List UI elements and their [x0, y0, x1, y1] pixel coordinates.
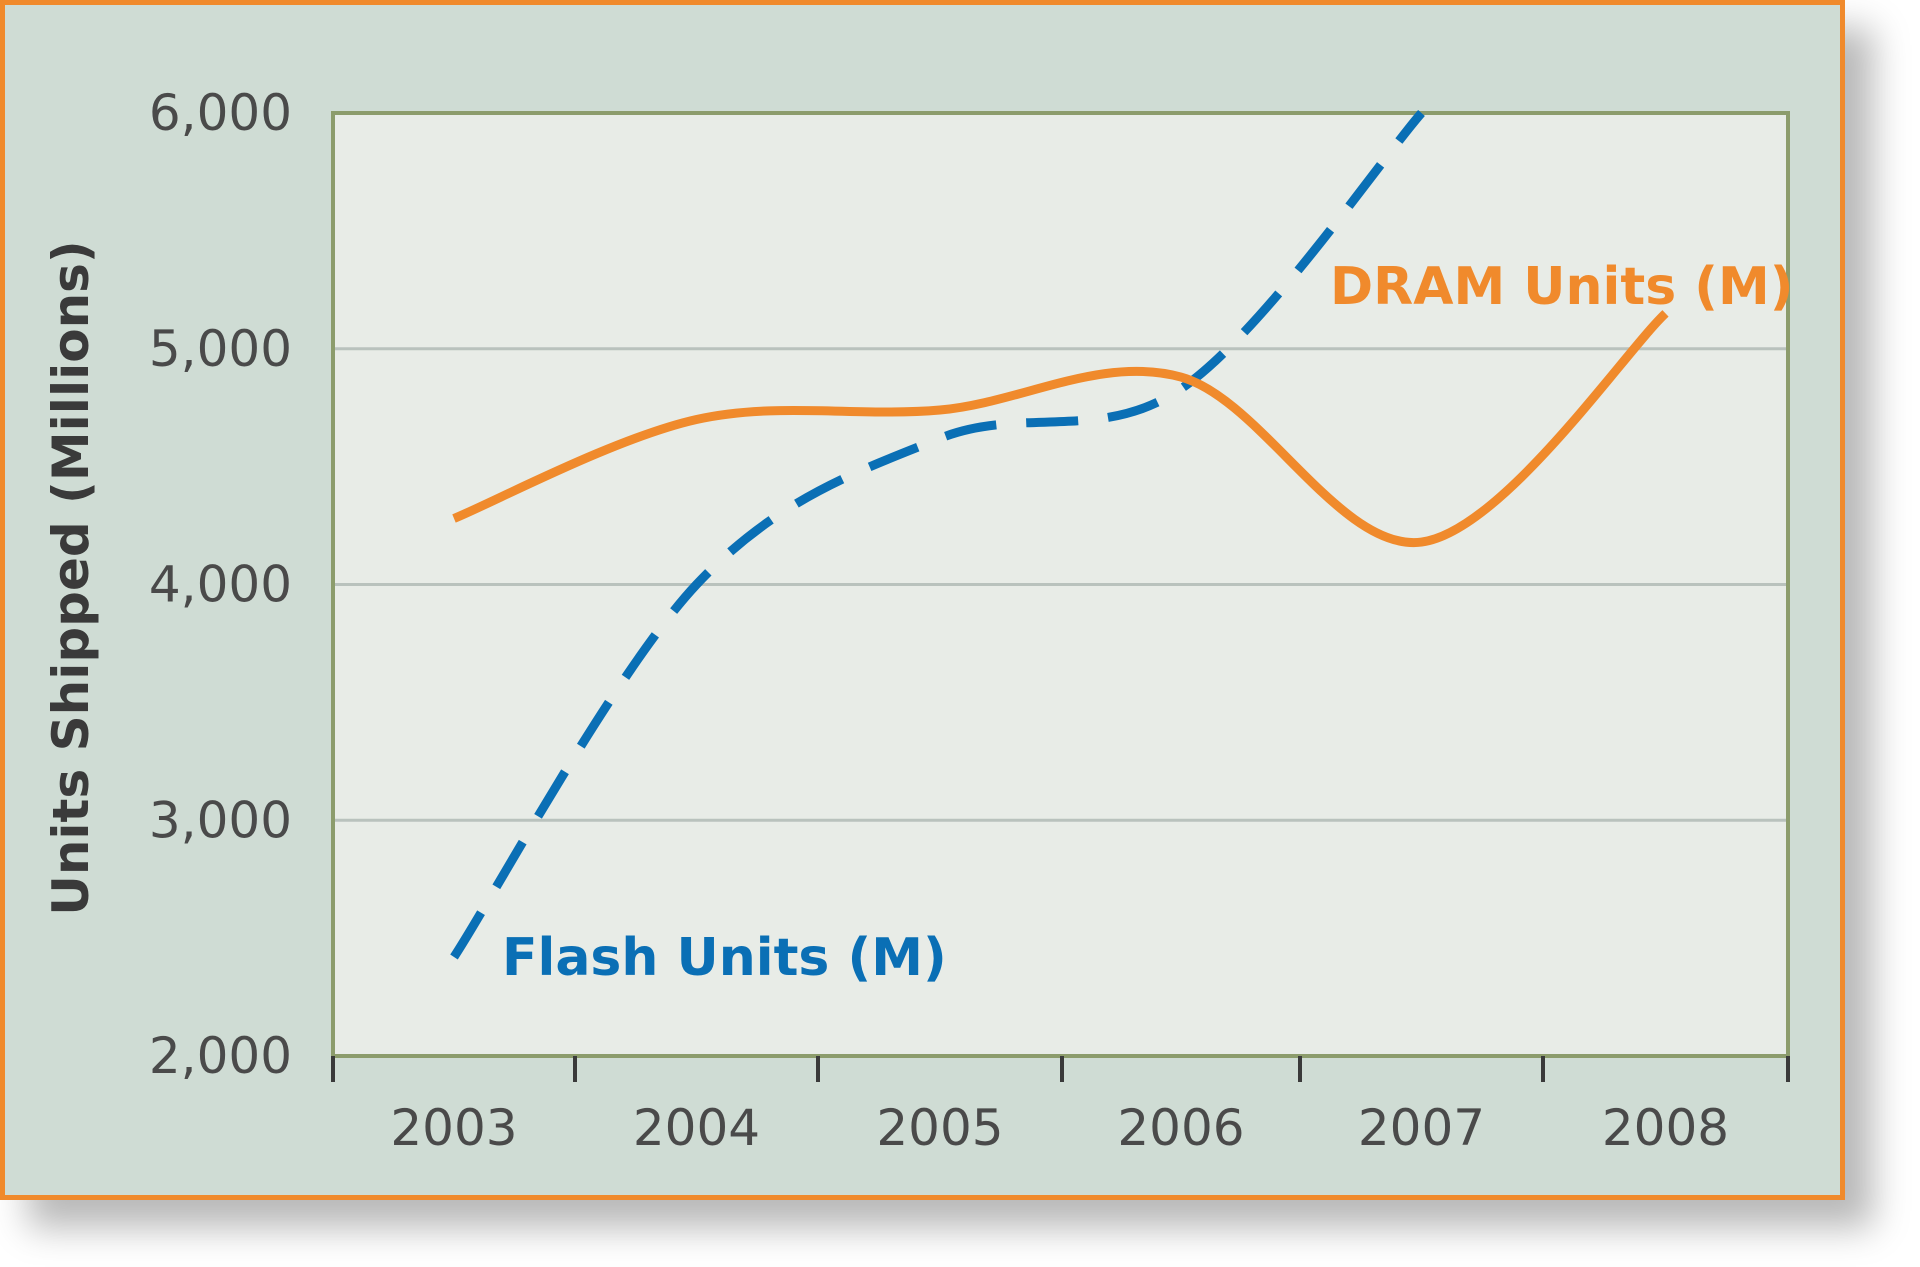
y-axis-tick-labels: 2,000 3,000 4,000 5,000 6,000 — [149, 84, 292, 1085]
series-label-flash: Flash Units (M) — [502, 928, 947, 988]
y-tick-label: 2,000 — [149, 1027, 292, 1085]
flash-series-line — [450, 110, 1425, 960]
gridlines — [333, 347, 1788, 822]
y-tick-label: 5,000 — [149, 320, 292, 378]
dram-series-line — [452, 310, 1669, 547]
x-tick-label: 2007 — [1358, 1099, 1485, 1157]
series-label-dram: DRAM Units (M) — [1330, 257, 1794, 317]
x-tick-label: 2004 — [633, 1099, 760, 1157]
y-axis-title: Units Shipped (Millions) — [42, 240, 100, 916]
x-axis-ticks — [331, 1056, 1790, 1082]
x-tick-label: 2008 — [1602, 1099, 1729, 1157]
y-tick-label: 6,000 — [149, 84, 292, 142]
x-tick-label: 2005 — [876, 1099, 1003, 1157]
series-lines — [450, 110, 1669, 960]
y-tick-label: 3,000 — [149, 791, 292, 849]
x-axis-tick-labels: 2003 2004 2005 2006 2007 2008 — [390, 1099, 1729, 1157]
x-tick-label: 2006 — [1117, 1099, 1244, 1157]
y-tick-label: 4,000 — [149, 556, 292, 614]
x-tick-label: 2003 — [390, 1099, 517, 1157]
